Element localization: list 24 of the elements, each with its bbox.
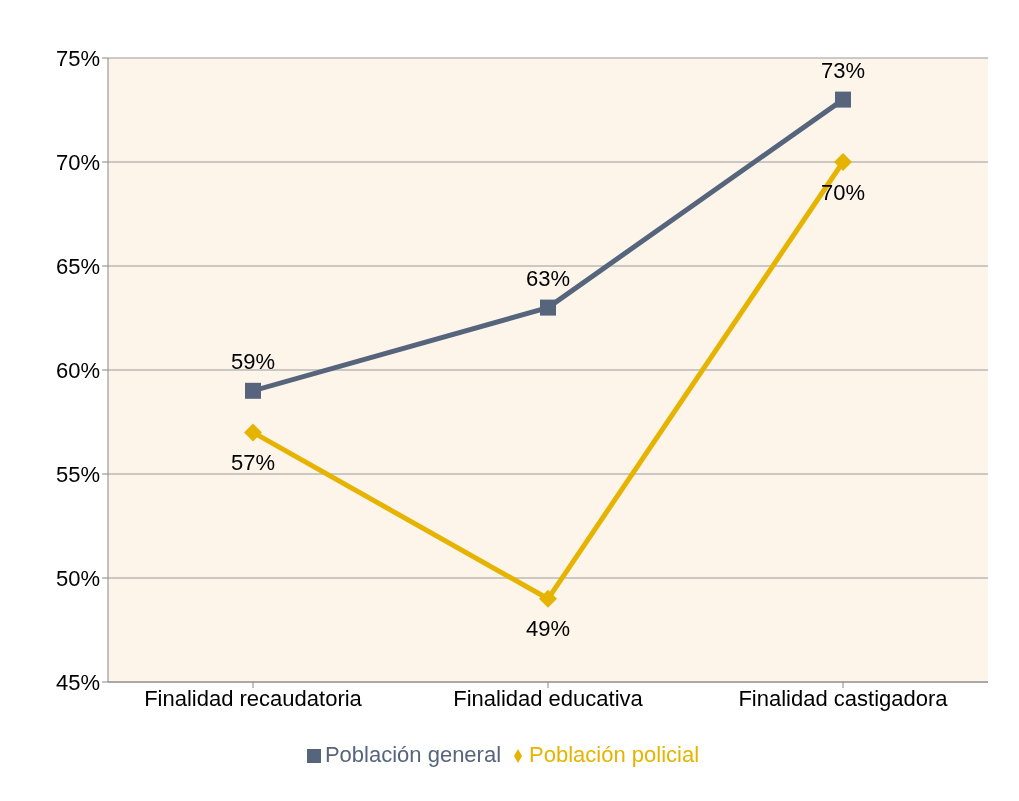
y-tick-label: 65% — [55, 253, 100, 279]
point — [245, 382, 261, 399]
x-tick-label: Finalidad castigadora — [738, 685, 949, 711]
y-tick-label: 45% — [55, 669, 100, 695]
legend-label: Población general — [324, 742, 502, 767]
y-tick-label: 50% — [55, 565, 100, 591]
point — [540, 299, 556, 316]
data-label: 57% — [230, 450, 276, 476]
point — [835, 91, 851, 108]
y-tick-label: 60% — [55, 357, 100, 383]
point — [539, 589, 557, 608]
data-label: 63% — [525, 265, 571, 291]
data-label: 73% — [820, 57, 866, 83]
y-tick-label: 55% — [55, 461, 100, 487]
data-label: 59% — [230, 348, 276, 374]
y-tick-label: 70% — [55, 149, 100, 175]
x-tick-label: Finalidad recaudatoria — [144, 685, 363, 711]
point — [834, 153, 852, 171]
data-label: 70% — [820, 179, 866, 205]
legend-label: Población policial — [529, 742, 700, 767]
x-tick-label: Finalidad educativa — [453, 685, 644, 711]
data-label: 49% — [525, 616, 571, 642]
y-tick-label: 75% — [55, 45, 100, 71]
point — [244, 423, 262, 442]
